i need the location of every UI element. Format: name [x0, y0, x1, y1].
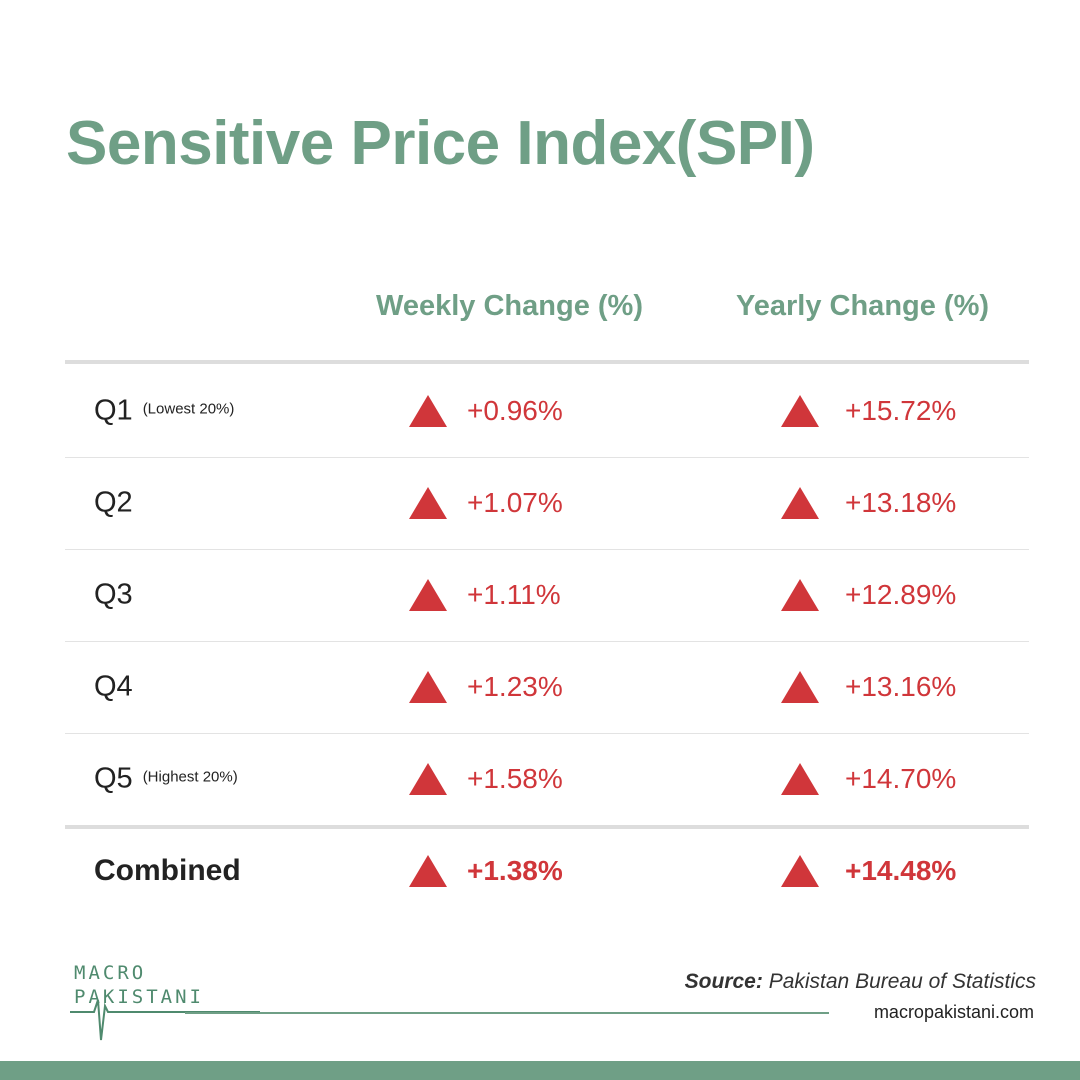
- weekly-value: +0.96%: [467, 395, 563, 426]
- row-divider: [65, 641, 1029, 642]
- row-label: Q4: [94, 670, 133, 703]
- table-top-rule: [65, 360, 1029, 364]
- up-triangle-icon: [409, 763, 447, 795]
- row-label: Q1 (Lowest 20%): [94, 394, 235, 427]
- combined-yearly-value: +14.48%: [845, 855, 957, 886]
- up-triangle-icon: [409, 487, 447, 519]
- logo-line-2: PAKISTANI: [74, 986, 204, 1008]
- table-row-q1: Q1 (Lowest 20%) +0.96% +15.72%: [0, 366, 1080, 456]
- weekly-change-header: Weekly Change (%): [376, 290, 643, 322]
- logo-line-1: MACRO: [74, 962, 147, 984]
- row-label: Q5 (Highest 20%): [94, 762, 238, 795]
- footer-bar: [0, 1061, 1080, 1080]
- combined-weekly-value: +1.38%: [467, 855, 563, 886]
- yearly-value: +13.18%: [845, 487, 957, 518]
- weekly-value: +1.58%: [467, 763, 563, 794]
- table-row-q2: Q2 +1.07% +13.18%: [0, 458, 1080, 548]
- yearly-value: +14.70%: [845, 763, 957, 794]
- row-label: Q3: [94, 578, 133, 611]
- up-triangle-icon: [781, 763, 819, 795]
- combined-top-rule: [65, 825, 1029, 829]
- up-triangle-icon: [781, 671, 819, 703]
- up-triangle-icon: [409, 671, 447, 703]
- heartbeat-line-icon: [70, 999, 260, 1041]
- yearly-change-header: Yearly Change (%): [736, 290, 990, 322]
- up-triangle-icon: [781, 855, 819, 887]
- row-divider: [65, 733, 1029, 734]
- up-triangle-icon: [409, 579, 447, 611]
- row-divider: [65, 549, 1029, 550]
- row-divider: [65, 457, 1029, 458]
- combined-label: Combined: [94, 854, 241, 887]
- source-note: Source: Pakistan Bureau of Statistics: [684, 970, 1036, 993]
- footer-rule: [185, 1012, 829, 1014]
- table-row-combined: Combined +1.38% +14.48%: [0, 826, 1080, 916]
- table-row-q3: Q3 +1.11% +12.89%: [0, 550, 1080, 640]
- weekly-value: +1.07%: [467, 487, 563, 518]
- yearly-value: +13.16%: [845, 671, 957, 702]
- weekly-value: +1.23%: [467, 671, 563, 702]
- up-triangle-icon: [781, 579, 819, 611]
- up-triangle-icon: [781, 487, 819, 519]
- weekly-value: +1.11%: [467, 579, 561, 610]
- macro-pakistani-logo: MACRO PAKISTANI: [70, 962, 260, 1044]
- up-triangle-icon: [409, 395, 447, 427]
- yearly-value: +12.89%: [845, 579, 957, 610]
- up-triangle-icon: [409, 855, 447, 887]
- up-triangle-icon: [781, 395, 819, 427]
- table-row-q4: Q4 +1.23% +13.16%: [0, 642, 1080, 732]
- table-row-q5: Q5 (Highest 20%) +1.58% +14.70%: [0, 734, 1080, 824]
- page-title: Sensitive Price Index(SPI): [66, 109, 815, 178]
- website-link[interactable]: macropakistani.com: [873, 1002, 1034, 1022]
- yearly-value: +15.72%: [845, 395, 957, 426]
- row-label: Q2: [94, 486, 133, 519]
